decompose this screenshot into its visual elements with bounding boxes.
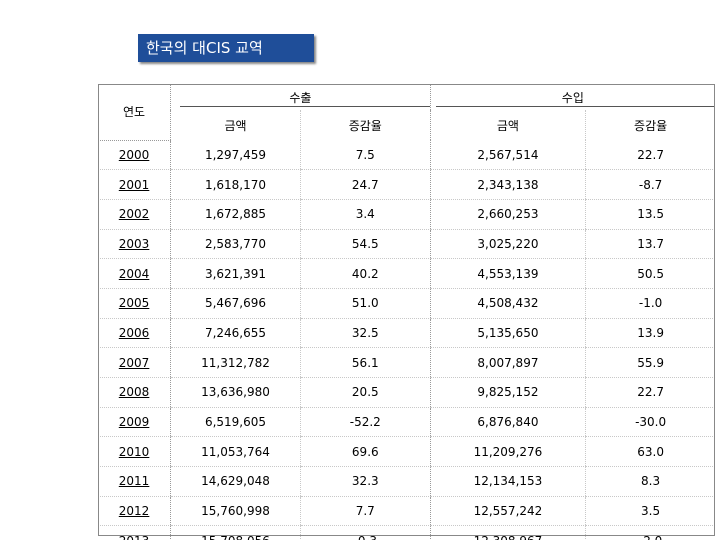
import-growth-cell: -2.0 (585, 525, 715, 540)
table-row: 2011 14,629,048 32.3 12,134,153 8.3 (98, 466, 715, 497)
import-amount-cell: 2,660,253 (429, 199, 586, 230)
import-amount-cell: 4,508,432 (429, 288, 586, 319)
table-row: 201315,708,056-0.312,308,967-2.0 (98, 525, 715, 540)
export-amount-cell: 14,629,048 (170, 466, 301, 497)
export-amount-cell: 15,760,998 (170, 496, 301, 527)
export-growth-cell: 7.5 (299, 140, 431, 171)
export-growth-cell: -52.2 (299, 407, 431, 438)
import-growth-cell: 13.9 (585, 318, 715, 349)
export-amount-cell: 11,053,764 (170, 436, 301, 468)
header-import-growth: 증감율 (585, 110, 715, 140)
import-header-divider (436, 106, 714, 107)
export-amount-cell: 13,636,980 (170, 377, 301, 408)
export-growth-cell: 54.5 (299, 229, 431, 260)
export-amount-cell: 6,519,605 (170, 407, 301, 438)
table-row: 2006 7,246,655 32.5 5,135,650 13.9 (98, 318, 715, 349)
import-growth-cell: 22.7 (585, 377, 715, 408)
import-amount-cell: 11,209,276 (429, 436, 586, 468)
year-cell: 2007 (98, 347, 171, 378)
table-row: 2008 13,636,980 20.5 9,825,152 22.7 (98, 377, 715, 408)
header-export-growth: 증감율 (299, 110, 431, 140)
import-growth-cell: 13.5 (585, 199, 715, 230)
import-growth-cell: 63.0 (585, 436, 715, 468)
import-growth-cell: -1.0 (585, 288, 715, 319)
year-cell: 2002 (98, 199, 171, 230)
table-row: 2010 11,053,764 69.6 11,209,276 63.0 (98, 436, 715, 468)
import-amount-cell: 8,007,897 (429, 347, 586, 378)
year-cell: 2008 (98, 377, 171, 408)
export-growth-cell: 40.2 (299, 258, 431, 289)
import-growth-cell: 22.7 (585, 140, 715, 171)
year-cell: 2005 (98, 288, 171, 319)
table-row: 2007 11,312,782 56.1 8,007,897 55.9 (98, 347, 715, 378)
export-growth-cell: 56.1 (299, 347, 431, 378)
export-growth-cell: 69.6 (299, 436, 431, 468)
year-cell: 2011 (98, 466, 171, 497)
export-growth-cell: 20.5 (299, 377, 431, 408)
import-amount-cell: 6,876,840 (429, 407, 586, 438)
header-export-amount: 금액 (170, 110, 301, 140)
import-amount-cell: 12,308,967 (429, 525, 586, 540)
page-title: 한국의 대CIS 교역 (138, 34, 314, 62)
export-amount-cell: 1,618,170 (170, 169, 301, 200)
import-growth-cell: 55.9 (585, 347, 715, 378)
year-cell: 2010 (98, 436, 171, 468)
import-amount-cell: 9,825,152 (429, 377, 586, 408)
import-amount-cell: 4,553,139 (429, 258, 586, 289)
year-cell: 2003 (98, 229, 171, 260)
export-growth-cell: 32.5 (299, 318, 431, 349)
import-amount-cell: 2,567,514 (429, 140, 586, 171)
import-growth-cell: 3.5 (585, 496, 715, 527)
table-row: 2003 2,583,770 54.5 3,025,220 13.7 (98, 229, 715, 260)
export-growth-cell: 7.7 (299, 496, 431, 527)
header-row-columns: 금액 증감율 금액 증감율 (98, 110, 715, 140)
year-cell: 2009 (98, 407, 171, 438)
import-amount-cell: 3,025,220 (429, 229, 586, 260)
import-amount-cell: 5,135,650 (429, 318, 586, 349)
header-import-amount: 금액 (429, 110, 586, 140)
table-row: 2005 5,467,696 51.0 4,508,432 -1.0 (98, 288, 715, 319)
year-cell: 2006 (98, 318, 171, 349)
export-amount-cell: 11,312,782 (170, 347, 301, 378)
table-row: 2000 1,297,459 7.5 2,567,514 22.7 (98, 140, 715, 171)
import-growth-cell: -8.7 (585, 169, 715, 200)
export-amount-cell: 1,297,459 (170, 140, 301, 171)
import-growth-cell: 8.3 (585, 466, 715, 497)
table-row: 2012 15,760,998 7.7 12,557,242 3.5 (98, 496, 715, 527)
year-cell: 2004 (98, 258, 171, 289)
export-amount-cell: 3,621,391 (170, 258, 301, 289)
header-import: 수입 (429, 84, 715, 110)
table-row: 2001 1,618,170 24.7 2,343,138 -8.7 (98, 169, 715, 200)
table-row: 2004 3,621,391 40.2 4,553,139 50.5 (98, 258, 715, 289)
year-cell: 2012 (98, 496, 171, 527)
export-amount-cell: 7,246,655 (170, 318, 301, 349)
export-header-divider (180, 106, 430, 107)
table-row: 2002 1,672,885 3.4 2,660,253 13.5 (98, 199, 715, 230)
export-growth-cell: 32.3 (299, 466, 431, 497)
import-amount-cell: 12,134,153 (429, 466, 586, 497)
import-growth-cell: 13.7 (585, 229, 715, 260)
export-growth-cell: 51.0 (299, 288, 431, 319)
export-amount-cell: 2,583,770 (170, 229, 301, 260)
import-growth-cell: -30.0 (585, 407, 715, 438)
export-amount-cell: 5,467,696 (170, 288, 301, 319)
trade-table: 연도 수출 수입 금액 증감율 금액 증감율 2000 1,297,459 7.5 2… (98, 84, 715, 540)
import-growth-cell: 50.5 (585, 258, 715, 289)
year-cell: 2000 (98, 140, 171, 171)
export-growth-cell: -0.3 (299, 525, 431, 540)
header-export: 수출 (170, 84, 431, 110)
export-amount-cell: 1,672,885 (170, 199, 301, 230)
export-amount-cell: 15,708,056 (170, 525, 301, 540)
header-year: 연도 (98, 84, 171, 141)
table-row: 2009 6,519,605 -52.2 6,876,840 -30.0 (98, 407, 715, 438)
import-amount-cell: 12,557,242 (429, 496, 586, 527)
import-amount-cell: 2,343,138 (429, 169, 586, 200)
year-cell: 2001 (98, 169, 171, 200)
header-row-groups: 연도 수출 수입 (98, 84, 715, 141)
export-growth-cell: 24.7 (299, 169, 431, 200)
export-growth-cell: 3.4 (299, 199, 431, 230)
